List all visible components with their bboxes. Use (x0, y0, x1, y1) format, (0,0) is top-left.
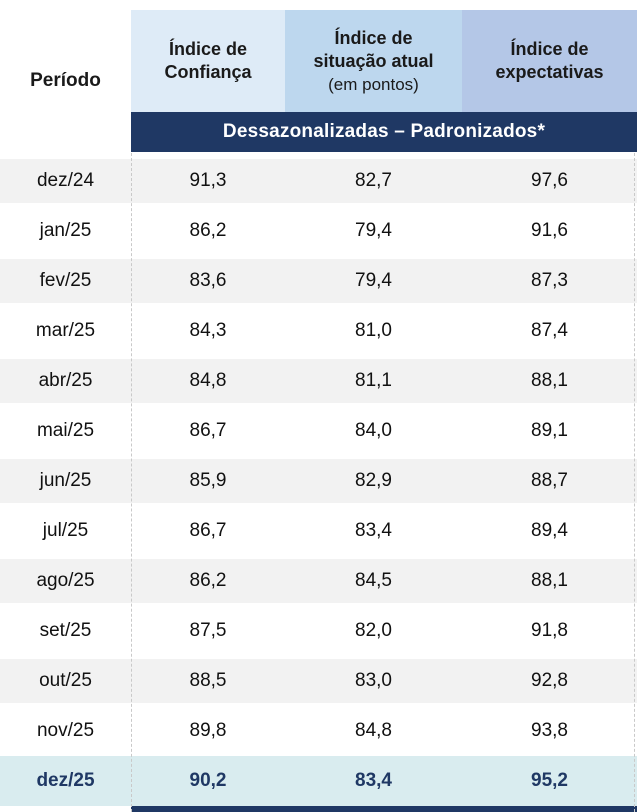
header-line: situação atual (313, 50, 434, 71)
dashed-divider-right (634, 153, 635, 812)
period-cell: jan/25 (39, 220, 92, 241)
header-line: Confiança (164, 62, 252, 82)
value-cell: 93,8 (531, 720, 568, 741)
table-row: jan/25 86,2 79,4 91,6 (0, 206, 637, 256)
table-row: ago/25 86,2 84,5 88,1 (0, 556, 637, 606)
table-row: set/25 87,5 82,0 91,8 (0, 606, 637, 656)
value-cell: 84,3 (189, 320, 227, 341)
header-line: Índice de (168, 39, 248, 59)
value-cell: 86,2 (189, 220, 227, 241)
value-cell: 86,7 (189, 420, 227, 441)
dashed-divider-left (131, 153, 132, 812)
value-cell: 87,5 (189, 620, 227, 641)
period-cell: dez/24 (36, 170, 95, 191)
value-cell: 85,9 (189, 470, 227, 491)
value-cell: 84,0 (355, 420, 392, 441)
table-row: out/25 88,5 83,0 92,8 (0, 656, 637, 706)
column-header-situacao-atual: Índice de situação atual (em pontos) (285, 10, 462, 112)
value-cell: 84,8 (189, 370, 227, 391)
value-cell: 81,1 (355, 370, 392, 391)
value-cell: 88,1 (531, 370, 568, 391)
value-cell: 89,8 (189, 720, 227, 741)
value-cell: 84,8 (355, 720, 392, 741)
value-cell: 83,6 (189, 270, 227, 291)
column-header-expectativas: Índice de expectativas (462, 10, 637, 112)
table-row: dez/24 91,3 82,7 97,6 (0, 156, 637, 206)
header-subline: (em pontos) (328, 74, 419, 94)
value-cell: 84,5 (355, 570, 392, 591)
period-cell: set/25 (39, 620, 92, 641)
bottom-accent-bar (131, 806, 637, 812)
value-cell: 79,4 (355, 220, 392, 241)
value-cell: 88,7 (531, 470, 568, 491)
value-cell: 79,4 (355, 270, 392, 291)
value-cell: 88,5 (189, 670, 227, 691)
period-cell: ago/25 (36, 570, 95, 591)
column-header-indice-confianca: Índice de Confiança (131, 10, 285, 112)
value-cell: 95,2 (531, 770, 568, 791)
table-row: jun/25 85,9 82,9 88,7 (0, 456, 637, 506)
value-cell: 83,4 (355, 770, 392, 791)
table-row: jul/25 86,7 83,4 89,4 (0, 506, 637, 556)
period-cell: dez/25 (36, 770, 95, 791)
period-cell: out/25 (39, 670, 92, 691)
value-cell: 88,1 (531, 570, 568, 591)
value-cell: 92,8 (531, 670, 568, 691)
period-cell: mar/25 (35, 320, 96, 341)
period-cell: fev/25 (39, 270, 92, 291)
table-row: dez/25 90,2 83,4 95,2 (0, 756, 637, 806)
table-row: mai/25 86,7 84,0 89,1 (0, 406, 637, 456)
value-cell: 87,4 (531, 320, 568, 341)
value-cell: 83,0 (355, 670, 392, 691)
value-cell: 81,0 (355, 320, 392, 341)
table-row: abr/25 84,8 81,1 88,1 (0, 356, 637, 406)
table-row: fev/25 83,6 79,4 87,3 (0, 256, 637, 306)
value-cell: 91,8 (531, 620, 568, 641)
banner-dessazonalizadas: Dessazonalizadas – Padronizados* (131, 112, 637, 152)
period-column-header: Período (30, 70, 101, 91)
value-cell: 83,4 (355, 520, 392, 541)
value-cell: 91,3 (189, 170, 227, 191)
period-cell: mai/25 (36, 420, 95, 441)
period-cell: abr/25 (38, 370, 93, 391)
period-cell: jul/25 (42, 520, 89, 541)
value-cell: 86,7 (189, 520, 227, 541)
table-row: mar/25 84,3 81,0 87,4 (0, 306, 637, 356)
value-cell: 82,7 (355, 170, 392, 191)
header-line: expectativas (495, 62, 604, 82)
value-cell: 91,6 (531, 220, 568, 241)
value-cell: 82,9 (355, 470, 392, 491)
value-cell: 87,3 (531, 270, 568, 291)
value-cell: 90,2 (189, 770, 227, 791)
value-cell: 86,2 (189, 570, 227, 591)
value-cell: 89,4 (531, 520, 568, 541)
period-cell: nov/25 (36, 720, 95, 741)
header-line: Índice de (334, 27, 413, 48)
value-cell: 89,1 (531, 420, 568, 441)
table-row: nov/25 89,8 84,8 93,8 (0, 706, 637, 756)
value-cell: 97,6 (531, 170, 568, 191)
period-cell: jun/25 (39, 470, 92, 491)
table-rows: dez/24 91,3 82,7 97,6 jan/25 86,2 79,4 9… (0, 156, 637, 806)
value-cell: 82,0 (355, 620, 392, 641)
header-line: Índice de (510, 39, 589, 59)
